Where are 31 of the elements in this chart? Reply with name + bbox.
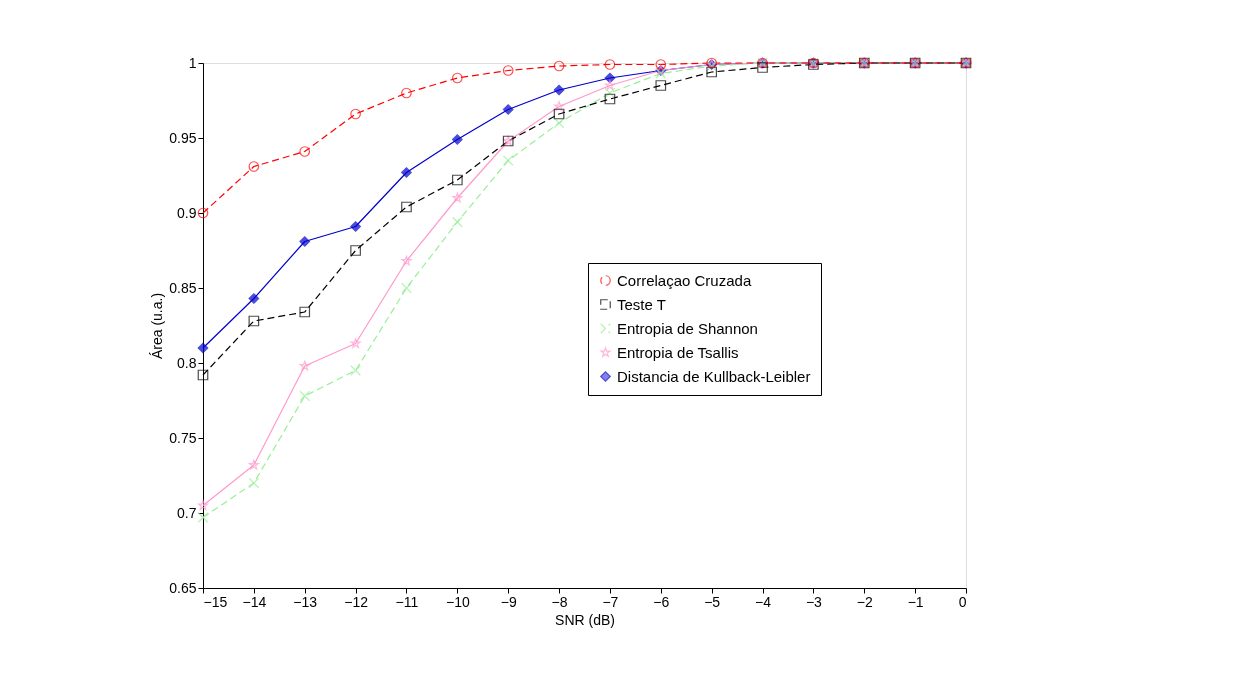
x-tick-label: −9 [500,593,517,610]
x-tick-label: −4 [755,593,772,610]
x-tick-label: −14 [242,593,267,610]
y-tick-label: 0.75 [169,429,197,446]
y-tick-label: 0.85 [169,279,197,296]
x-tick-label: −5 [704,593,721,610]
x-tick-label: −7 [602,593,619,610]
x-tick-label: −2 [856,593,873,610]
legend-label: Teste T [617,295,666,313]
x-tick-label: −15 [203,593,228,610]
y-axis-title: Área (u.a.) [149,292,166,360]
x-tick-label: −1 [907,593,924,610]
x-tick-label: −13 [293,593,318,610]
x-tick-label: −12 [344,593,369,610]
x-tick-label: 0 [958,593,967,610]
y-tick-label: 0.8 [177,354,197,371]
y-tick-label: 0.9 [177,204,197,221]
x-tick-label: −6 [653,593,670,610]
legend-label: Entropia de Shannon [617,319,758,337]
x-tick-label: −11 [395,593,419,610]
y-tick-label: 0.95 [169,129,197,146]
x-tick-label: −8 [551,593,568,610]
x-tick-label: −3 [805,593,823,610]
y-tick-label: 0.65 [169,579,197,596]
y-tick-label: 1 [188,54,197,71]
legend-label: Correlaçao Cruzada [617,271,752,289]
legend-label: Entropia de Tsallis [617,343,739,361]
x-tick-label: −10 [445,593,470,610]
x-axis-title: SNR (dB) [555,611,615,628]
legend-label: Distancia de Kullback-Leibler [617,367,811,385]
y-tick-label: 0.7 [177,504,197,521]
